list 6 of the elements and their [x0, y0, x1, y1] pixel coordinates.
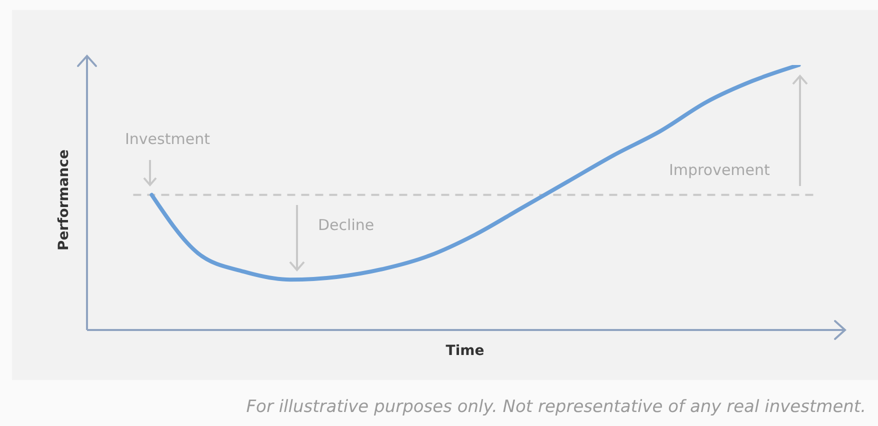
annotation: Investment: [125, 130, 210, 148]
text: For illustrative purposes only. Not representative of any real investment.: [246, 397, 866, 417]
annotation: Improvement: [669, 161, 770, 179]
x-axis-title: Time: [444, 343, 486, 359]
y-axis-title: Performance: [56, 149, 72, 251]
annotation: Decline: [318, 216, 374, 234]
